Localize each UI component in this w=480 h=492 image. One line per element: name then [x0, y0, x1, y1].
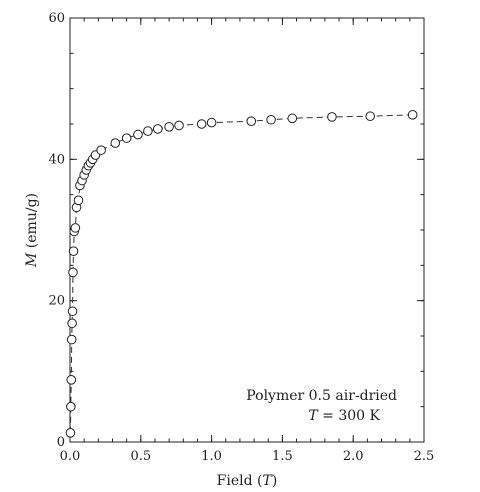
data-point: [206, 117, 217, 128]
data-point: [67, 306, 78, 317]
y-axis-label: M (emu/g): [24, 193, 40, 268]
data-point: [133, 129, 143, 140]
data-point: [327, 112, 337, 122]
data-point: [152, 124, 163, 134]
data-point: [266, 114, 276, 125]
x-tick-label: 2.0: [343, 449, 364, 464]
data-point: [407, 110, 418, 120]
y-tick-label: 60: [48, 11, 65, 26]
data-point: [287, 113, 298, 124]
x-tick-label: 1.0: [201, 449, 222, 464]
data-point: [73, 195, 84, 206]
annotation-line-2: T = 300 K: [308, 408, 380, 424]
plot-frame: [69, 17, 425, 443]
x-tick-label: 2.5: [414, 449, 435, 464]
data-point: [164, 122, 174, 132]
data-point: [246, 116, 257, 126]
tick-labels: 0.0 0.5 1.0 1.5 2.0 2.5 0 20 40 60: [48, 11, 434, 464]
y-tick-label: 20: [48, 294, 65, 309]
y-tick-label: 0: [57, 435, 65, 450]
series-line: [69, 114, 413, 433]
data-point: [96, 145, 106, 155]
data-point: [70, 223, 81, 233]
data-point: [110, 138, 121, 148]
x-axis-label: Field (T): [217, 473, 278, 489]
ticks: [69, 17, 425, 443]
data-points: [65, 110, 418, 438]
y-tick-label: 40: [48, 152, 65, 167]
data-point: [68, 246, 79, 256]
data-point: [66, 401, 76, 412]
data-point: [65, 428, 76, 438]
data-point: [365, 111, 375, 122]
data-point: [66, 334, 77, 345]
data-point: [121, 133, 132, 143]
data-point: [174, 120, 184, 131]
data-point: [196, 119, 207, 129]
x-tick-label: 1.5: [272, 449, 293, 464]
x-tick-label: 0.0: [60, 449, 81, 464]
data-point: [68, 267, 78, 278]
data-point: [67, 318, 77, 329]
data-point: [143, 126, 153, 136]
x-tick-label: 0.5: [130, 449, 151, 464]
annotation-line-1: Polymer 0.5 air-dried: [246, 388, 397, 404]
data-point: [66, 375, 77, 385]
